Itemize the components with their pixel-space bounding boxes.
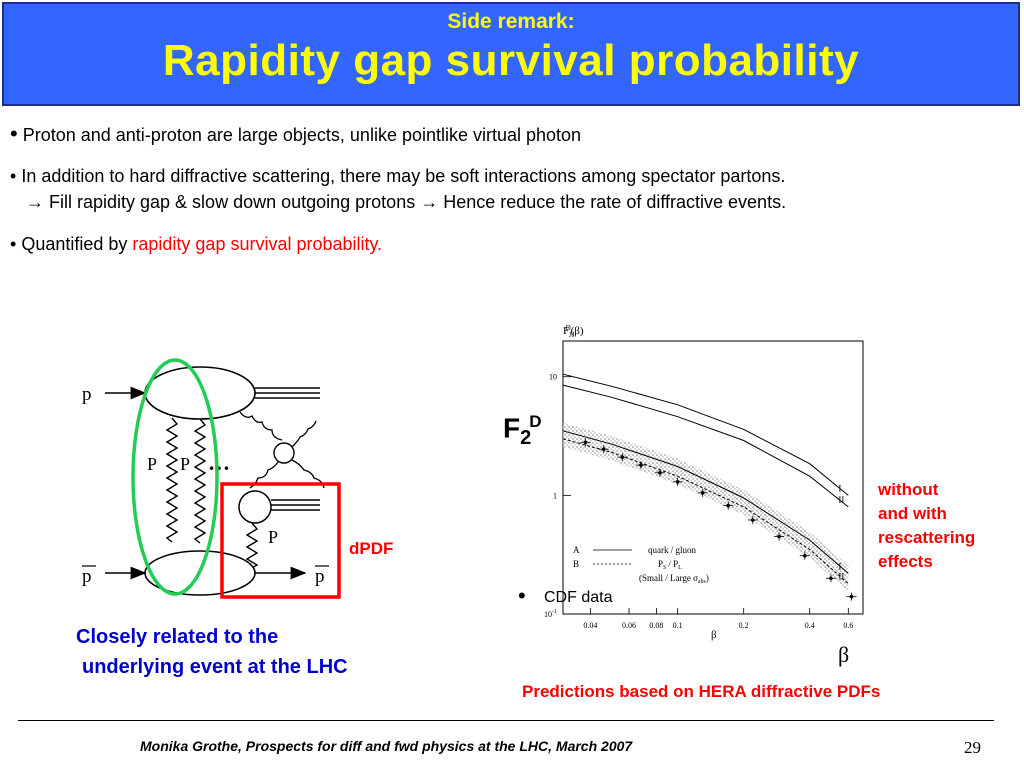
data-point: [803, 553, 807, 558]
pbar-out-label: p: [315, 566, 325, 587]
bullet-1-text: Proton and anti-proton are large objects…: [22, 125, 582, 145]
data-point: [620, 455, 625, 459]
uncertainty-band: [563, 422, 849, 592]
pomeron-line-2: [193, 418, 207, 544]
x-tick-label: 0.08: [649, 621, 663, 630]
rescattering-note: without and with rescattering effects: [878, 480, 976, 571]
pomeron-2-label: P: [180, 454, 190, 474]
pomeron-line-1: [165, 417, 179, 543]
y-tick-label: 1: [553, 491, 557, 500]
gluon-coil-2: [291, 420, 317, 448]
plot-ylabel: FJJD(β): [563, 324, 584, 339]
pomeron-1-label: P: [147, 454, 157, 474]
x-tick-label: 0.4: [805, 621, 815, 630]
curve-upper-I: [562, 373, 849, 496]
legend-B-key: B: [573, 559, 579, 569]
curve-label-II: II: [838, 495, 844, 505]
curve-label-II: II: [838, 572, 844, 582]
legend-A-text: quark / gluon: [648, 545, 696, 555]
x-tick-label: 0.04: [583, 621, 597, 630]
diagram-caption-line1: Closely related to the: [76, 626, 279, 648]
data-point: [829, 576, 833, 581]
data-point: [700, 491, 705, 495]
p-in-label: p: [82, 384, 92, 405]
beta-big-label: β: [838, 642, 850, 667]
curve-upper-II: [562, 384, 849, 508]
bullet-2: • In addition to hard diffractive scatte…: [10, 166, 787, 212]
dpdf-label: dPDF: [349, 539, 394, 558]
slide-header: Side remark: Rapidity gap survival proba…: [2, 2, 1020, 106]
gluon-coil-1: [239, 411, 283, 441]
diagram-caption-line2: underlying event at the LHC: [82, 656, 348, 678]
data-point: [601, 447, 606, 451]
green-highlight-ellipse: [131, 358, 219, 596]
data-point: [750, 518, 755, 522]
f2d-big-label: F2D: [503, 412, 542, 449]
x-tick-label: 0.6: [843, 621, 853, 630]
bullet-3: • Quantified by rapidity gap survival pr…: [10, 234, 383, 254]
data-point: [849, 594, 854, 599]
data-point: [583, 440, 588, 445]
legend-B-text: PS / PL: [658, 559, 682, 571]
pbar-in-label: p: [82, 566, 92, 587]
bullet-1: • Proton and anti-proton are large objec…: [10, 121, 582, 146]
red-dpdf-box: [220, 482, 341, 599]
pomeron-3-label: P: [268, 527, 278, 547]
data-point: [675, 480, 680, 484]
gluon-coil-3: [291, 459, 325, 489]
bullet-3-highlight: rapidity gap survival probability.: [132, 234, 383, 254]
data-point: [777, 534, 781, 539]
plot-caption: Predictions based on HERA diffractive PD…: [522, 682, 881, 701]
x-axis-label: β: [711, 629, 717, 641]
x-tick-label: 0.1: [673, 621, 683, 630]
slide-title: Rapidity gap survival probability: [162, 36, 860, 85]
curve-label-I: I: [838, 483, 841, 493]
dpdf-blob: [238, 490, 272, 524]
bullet-2-line2: → Fill rapidity gap & slow down outgoing…: [26, 192, 787, 212]
y-tick-label: 10-1: [544, 609, 557, 619]
uncertainty-band-area: [563, 422, 849, 592]
y-tick-label: 10: [549, 373, 557, 382]
pomeron-dots: …: [208, 450, 230, 475]
legend-C-text: (Small / Large σabs): [639, 573, 709, 585]
diffraction-diagram: p P P … P p p: [82, 358, 341, 599]
bullet-3-prefix: Quantified by: [21, 234, 133, 254]
data-point: [726, 503, 731, 508]
jet-vertex: [273, 442, 295, 464]
top-proton-blob: [144, 366, 256, 420]
footer-text: Monika Grothe, Prospects for diff and fw…: [140, 738, 633, 754]
page-number: 29: [964, 738, 981, 757]
x-tick-label: 0.06: [622, 621, 636, 630]
x-tick-label: 0.2: [739, 621, 749, 630]
footer-divider: [18, 720, 994, 721]
bullet-2-line1: In addition to hard diffractive scatteri…: [21, 166, 786, 186]
data-point: [658, 470, 662, 475]
curve-lower-I: [562, 430, 849, 574]
cdf-bullet: •: [518, 583, 526, 608]
legend-A-key: A: [573, 545, 580, 555]
cdf-data-label: CDF data: [544, 589, 613, 606]
data-point: [639, 463, 643, 467]
curve-label-I: I: [838, 561, 841, 571]
slide-subtitle: Side remark:: [447, 10, 575, 33]
